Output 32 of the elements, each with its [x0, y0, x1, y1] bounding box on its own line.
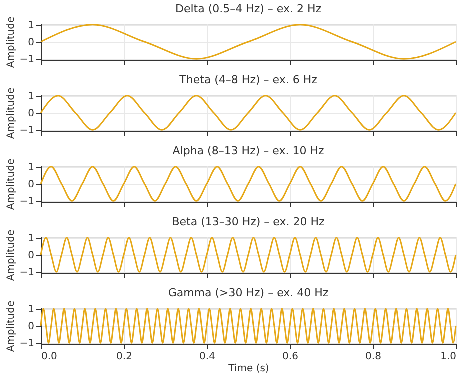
- y-axis-title: Amplitude: [6, 300, 17, 352]
- x-tick-label: 0.6: [282, 352, 298, 362]
- x-tick-label: 0.2: [116, 352, 132, 362]
- chart-title: Gamma (>30 Hz) – ex. 40 Hz: [168, 286, 329, 300]
- y-tick-label: 1: [28, 304, 34, 316]
- y-tick-label: 1: [28, 233, 34, 244]
- y-tick-label: −1: [20, 268, 34, 279]
- chart-title: Alpha (8–13 Hz) – ex. 10 Hz: [172, 144, 324, 158]
- y-axis-title: Amplitude: [6, 88, 17, 140]
- y-tick-label: 1: [28, 162, 34, 174]
- chart-title: Delta (0.5–4 Hz) – ex. 2 Hz: [175, 2, 322, 16]
- x-tick-label: 1.0: [440, 352, 456, 362]
- y-tick-label: −1: [20, 196, 34, 208]
- y-tick-label: 0: [28, 322, 34, 332]
- chart-title: Theta (4–8 Hz) – ex. 6 Hz: [178, 73, 318, 86]
- x-tick-label: 0.8: [366, 352, 382, 362]
- y-tick-label: 0: [28, 108, 34, 120]
- y-tick-label: 1: [28, 91, 34, 102]
- x-tick-label: 0.0: [42, 352, 58, 362]
- y-tick-label: 0: [28, 180, 34, 190]
- x-tick-label: 0.4: [200, 352, 216, 362]
- y-tick-label: 1: [28, 20, 34, 32]
- chart-title: Beta (13–30 Hz) – ex. 20 Hz: [172, 215, 326, 228]
- y-tick-label: −1: [20, 338, 34, 350]
- y-tick-label: 0: [28, 38, 34, 48]
- y-tick-label: −1: [20, 54, 34, 66]
- y-axis-title: Amplitude: [6, 158, 17, 210]
- y-tick-label: 0: [28, 250, 34, 262]
- y-axis-title: Amplitude: [6, 16, 17, 68]
- y-tick-label: −1: [20, 126, 34, 137]
- x-axis-title: Time (s): [228, 364, 270, 374]
- y-axis-title: Amplitude: [6, 230, 17, 282]
